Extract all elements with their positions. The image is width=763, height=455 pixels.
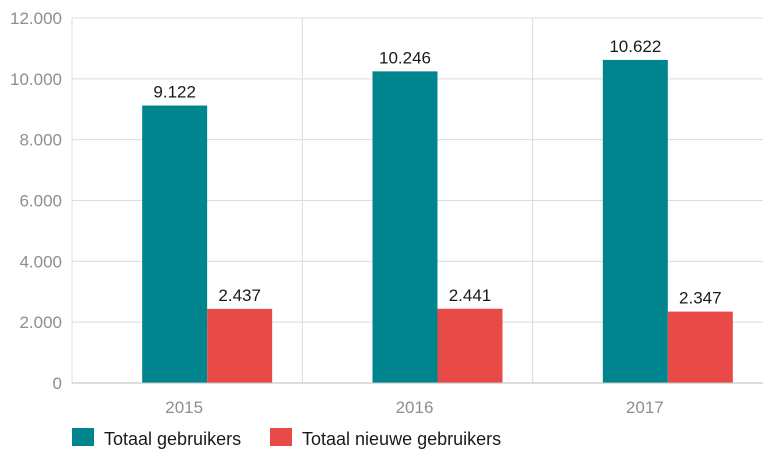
data-label: 10.622 xyxy=(609,37,661,56)
legend-label: Totaal gebruikers xyxy=(104,429,241,449)
bars xyxy=(142,59,733,384)
x-tick-label: 2015 xyxy=(165,398,203,417)
y-tick-label: 10.000 xyxy=(10,70,62,89)
data-label: 2.347 xyxy=(679,289,722,308)
bar-totaal-nieuwe-gebruikers xyxy=(207,308,273,383)
bar-totaal-gebruikers xyxy=(372,71,438,383)
bar-totaal-gebruikers xyxy=(142,105,208,383)
y-tick-label: 2.000 xyxy=(19,313,62,332)
data-label: 2.437 xyxy=(218,286,261,305)
axes: 0 2.000 4.000 6.000 8.000 10.000 12.000 2015 201… xyxy=(10,9,763,417)
data-label: 9.122 xyxy=(153,83,196,102)
legend: Totaal gebruikers Totaal nieuwe gebruiker… xyxy=(72,428,501,449)
y-tick-label: 6.000 xyxy=(19,192,62,211)
legend-swatch xyxy=(270,428,292,446)
legend-swatch xyxy=(72,428,94,446)
bar-totaal-nieuwe-gebruikers xyxy=(667,311,733,383)
data-label: 10.246 xyxy=(379,48,431,67)
x-tick-label: 2016 xyxy=(396,398,434,417)
y-tick-label: 12.000 xyxy=(10,9,62,28)
legend-label: Totaal nieuwe gebruikers xyxy=(302,429,501,449)
x-tick-label: 2017 xyxy=(626,398,664,417)
y-tick-label: 8.000 xyxy=(19,131,62,150)
bar-totaal-gebruikers xyxy=(602,59,668,384)
y-tick-label: 4.000 xyxy=(19,252,62,271)
data-label: 2.441 xyxy=(449,286,492,305)
data-labels: 9.122 2.437 10.246 2.441 10.622 2.347 xyxy=(153,37,721,308)
bar-totaal-nieuwe-gebruikers xyxy=(437,308,503,383)
y-tick-label: 0 xyxy=(53,374,62,393)
